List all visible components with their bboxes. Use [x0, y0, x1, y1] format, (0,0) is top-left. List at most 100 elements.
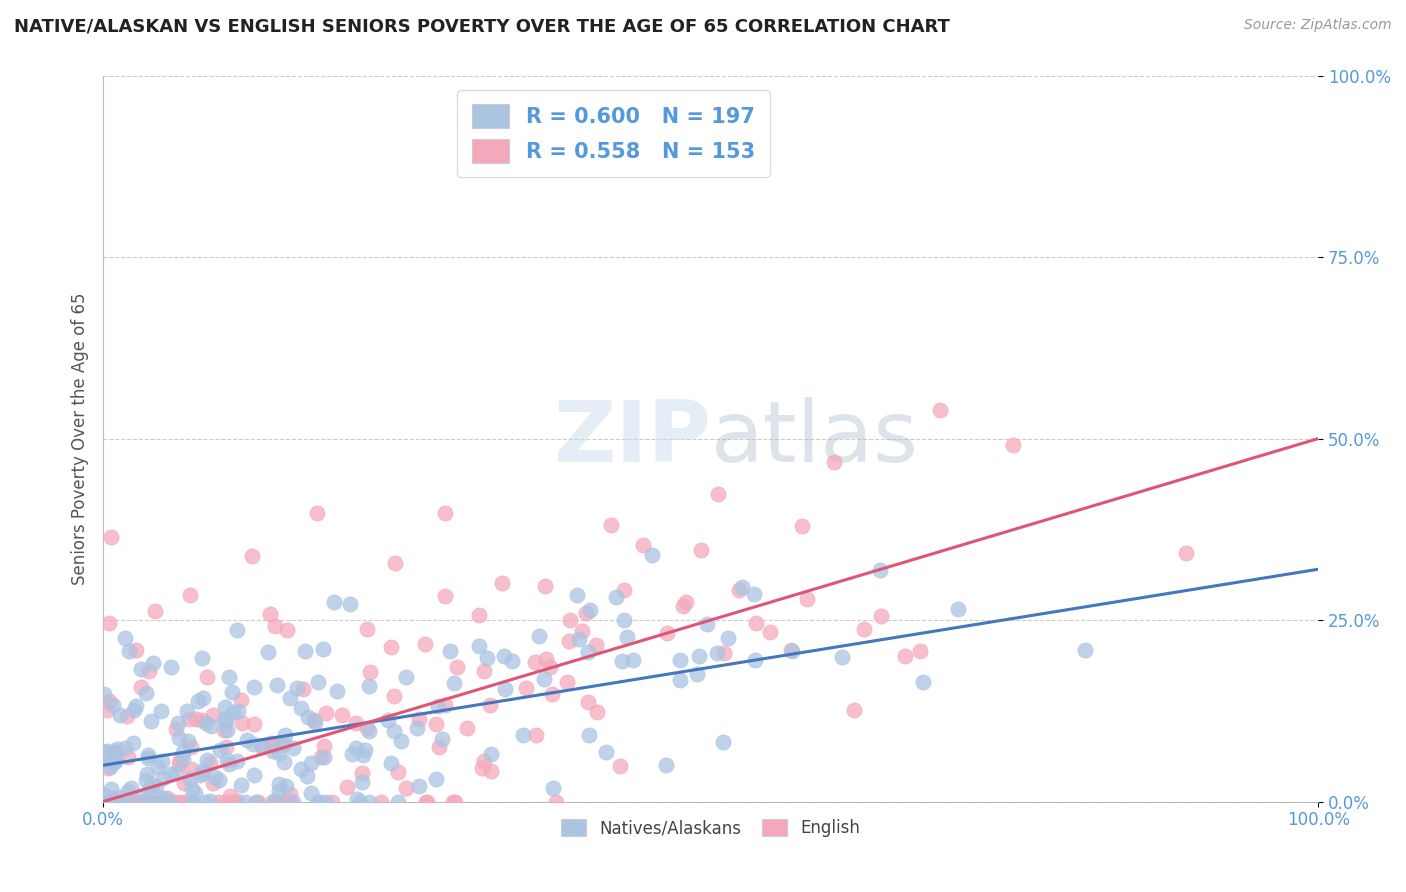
Point [353, 742, 375, 756]
Point [195, 670, 218, 684]
Point [382, 723, 405, 738]
Text: ZIP: ZIP [553, 397, 710, 480]
Point [143, 604, 166, 618]
Point [93, 745, 115, 759]
Point [103, 745, 125, 759]
Point [305, 506, 328, 520]
Point [263, 795, 285, 809]
Point [259, 607, 281, 621]
Point [93, 795, 115, 809]
Point [571, 624, 593, 638]
Point [180, 762, 202, 776]
Point [350, 775, 373, 789]
Point [612, 654, 634, 668]
Point [215, 795, 238, 809]
Point [357, 795, 380, 809]
Point [472, 664, 495, 678]
Point [114, 741, 136, 756]
Point [200, 719, 222, 733]
Point [167, 731, 190, 745]
Point [494, 648, 516, 663]
Point [188, 768, 211, 782]
Point [346, 792, 368, 806]
Point [181, 782, 204, 797]
Point [565, 588, 588, 602]
Point [290, 701, 312, 715]
Point [233, 795, 256, 809]
Point [135, 686, 157, 700]
Point [172, 751, 194, 765]
Point [395, 670, 418, 684]
Point [243, 768, 266, 782]
Point [534, 579, 557, 593]
Point [304, 715, 326, 730]
Point [96, 744, 118, 758]
Point [135, 772, 157, 787]
Point [139, 714, 162, 728]
Point [467, 640, 489, 654]
Point [352, 747, 374, 762]
Point [94, 795, 117, 809]
Point [226, 624, 249, 638]
Point [446, 660, 468, 674]
Point [118, 795, 141, 809]
Point [250, 739, 273, 754]
Point [229, 693, 252, 707]
Point [117, 795, 139, 809]
Point [105, 753, 128, 767]
Point [744, 587, 766, 601]
Point [138, 795, 160, 809]
Point [117, 750, 139, 764]
Point [297, 710, 319, 724]
Point [125, 699, 148, 714]
Point [413, 637, 436, 651]
Point [779, 642, 801, 657]
Point [115, 795, 138, 809]
Point [204, 771, 226, 785]
Point [439, 644, 461, 658]
Point [215, 739, 238, 754]
Point [558, 613, 581, 627]
Point [430, 732, 453, 747]
Point [242, 680, 264, 694]
Point [344, 741, 367, 756]
Point [908, 644, 931, 658]
Point [669, 673, 692, 687]
Point [408, 780, 430, 794]
Point [359, 679, 381, 693]
Point [93, 795, 115, 809]
Point [713, 646, 735, 660]
Point [100, 782, 122, 797]
Point [315, 706, 337, 720]
Point [208, 772, 231, 787]
Point [415, 795, 437, 809]
Point [262, 744, 284, 758]
Text: atlas: atlas [710, 397, 918, 480]
Point [122, 736, 145, 750]
Point [688, 648, 710, 663]
Point [246, 795, 269, 809]
Point [730, 580, 752, 594]
Point [434, 589, 457, 603]
Point [613, 582, 636, 597]
Point [912, 675, 935, 690]
Point [143, 795, 166, 809]
Point [527, 629, 550, 643]
Text: Source: ZipAtlas.com: Source: ZipAtlas.com [1244, 18, 1392, 32]
Point [425, 772, 447, 786]
Point [387, 795, 409, 809]
Point [494, 682, 516, 697]
Point [744, 652, 766, 666]
Point [613, 613, 636, 627]
Point [218, 756, 240, 771]
Point [198, 795, 221, 809]
Point [120, 780, 142, 795]
Point [114, 632, 136, 646]
Point [380, 640, 402, 654]
Point [124, 795, 146, 809]
Point [605, 590, 627, 604]
Point [174, 795, 197, 809]
Point [491, 576, 513, 591]
Point [669, 653, 692, 667]
Point [177, 733, 200, 747]
